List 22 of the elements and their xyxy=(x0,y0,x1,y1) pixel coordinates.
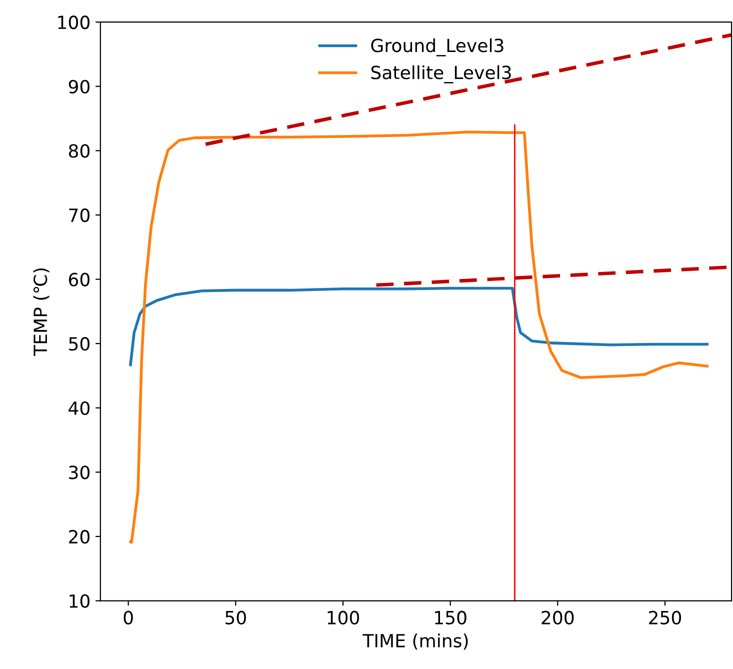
x-tick-label: 100 xyxy=(328,610,360,624)
x-axis-title: TIME (mins) xyxy=(362,634,468,650)
x-tick-label: 0 xyxy=(124,610,133,624)
x-tick-label: 150 xyxy=(435,610,466,624)
line-series xyxy=(129,286,708,366)
x-tick-label: 50 xyxy=(226,610,246,624)
y-tick-label: 40 xyxy=(68,401,90,415)
x-tick-label: 250 xyxy=(649,610,682,624)
y-axis-title: TEMP (℃) xyxy=(33,268,50,356)
legend-label: Satellite_Level3 xyxy=(371,65,511,84)
x-tick-label: 200 xyxy=(542,610,574,624)
legend-label: Ground_Level3 xyxy=(371,38,504,56)
y-tick-label: 100 xyxy=(58,16,90,30)
y-tick-label: 60 xyxy=(68,272,90,286)
y-tick-label: 70 xyxy=(69,208,90,222)
y-tick-label: 30 xyxy=(69,466,90,480)
y-tick-label: 90 xyxy=(68,80,90,94)
y-tick-label: 20 xyxy=(69,530,90,544)
line-series xyxy=(129,130,708,544)
y-tick-label: 10 xyxy=(70,594,90,608)
y-tick-label: 80 xyxy=(68,144,90,158)
y-tick-label: 50 xyxy=(69,337,90,351)
